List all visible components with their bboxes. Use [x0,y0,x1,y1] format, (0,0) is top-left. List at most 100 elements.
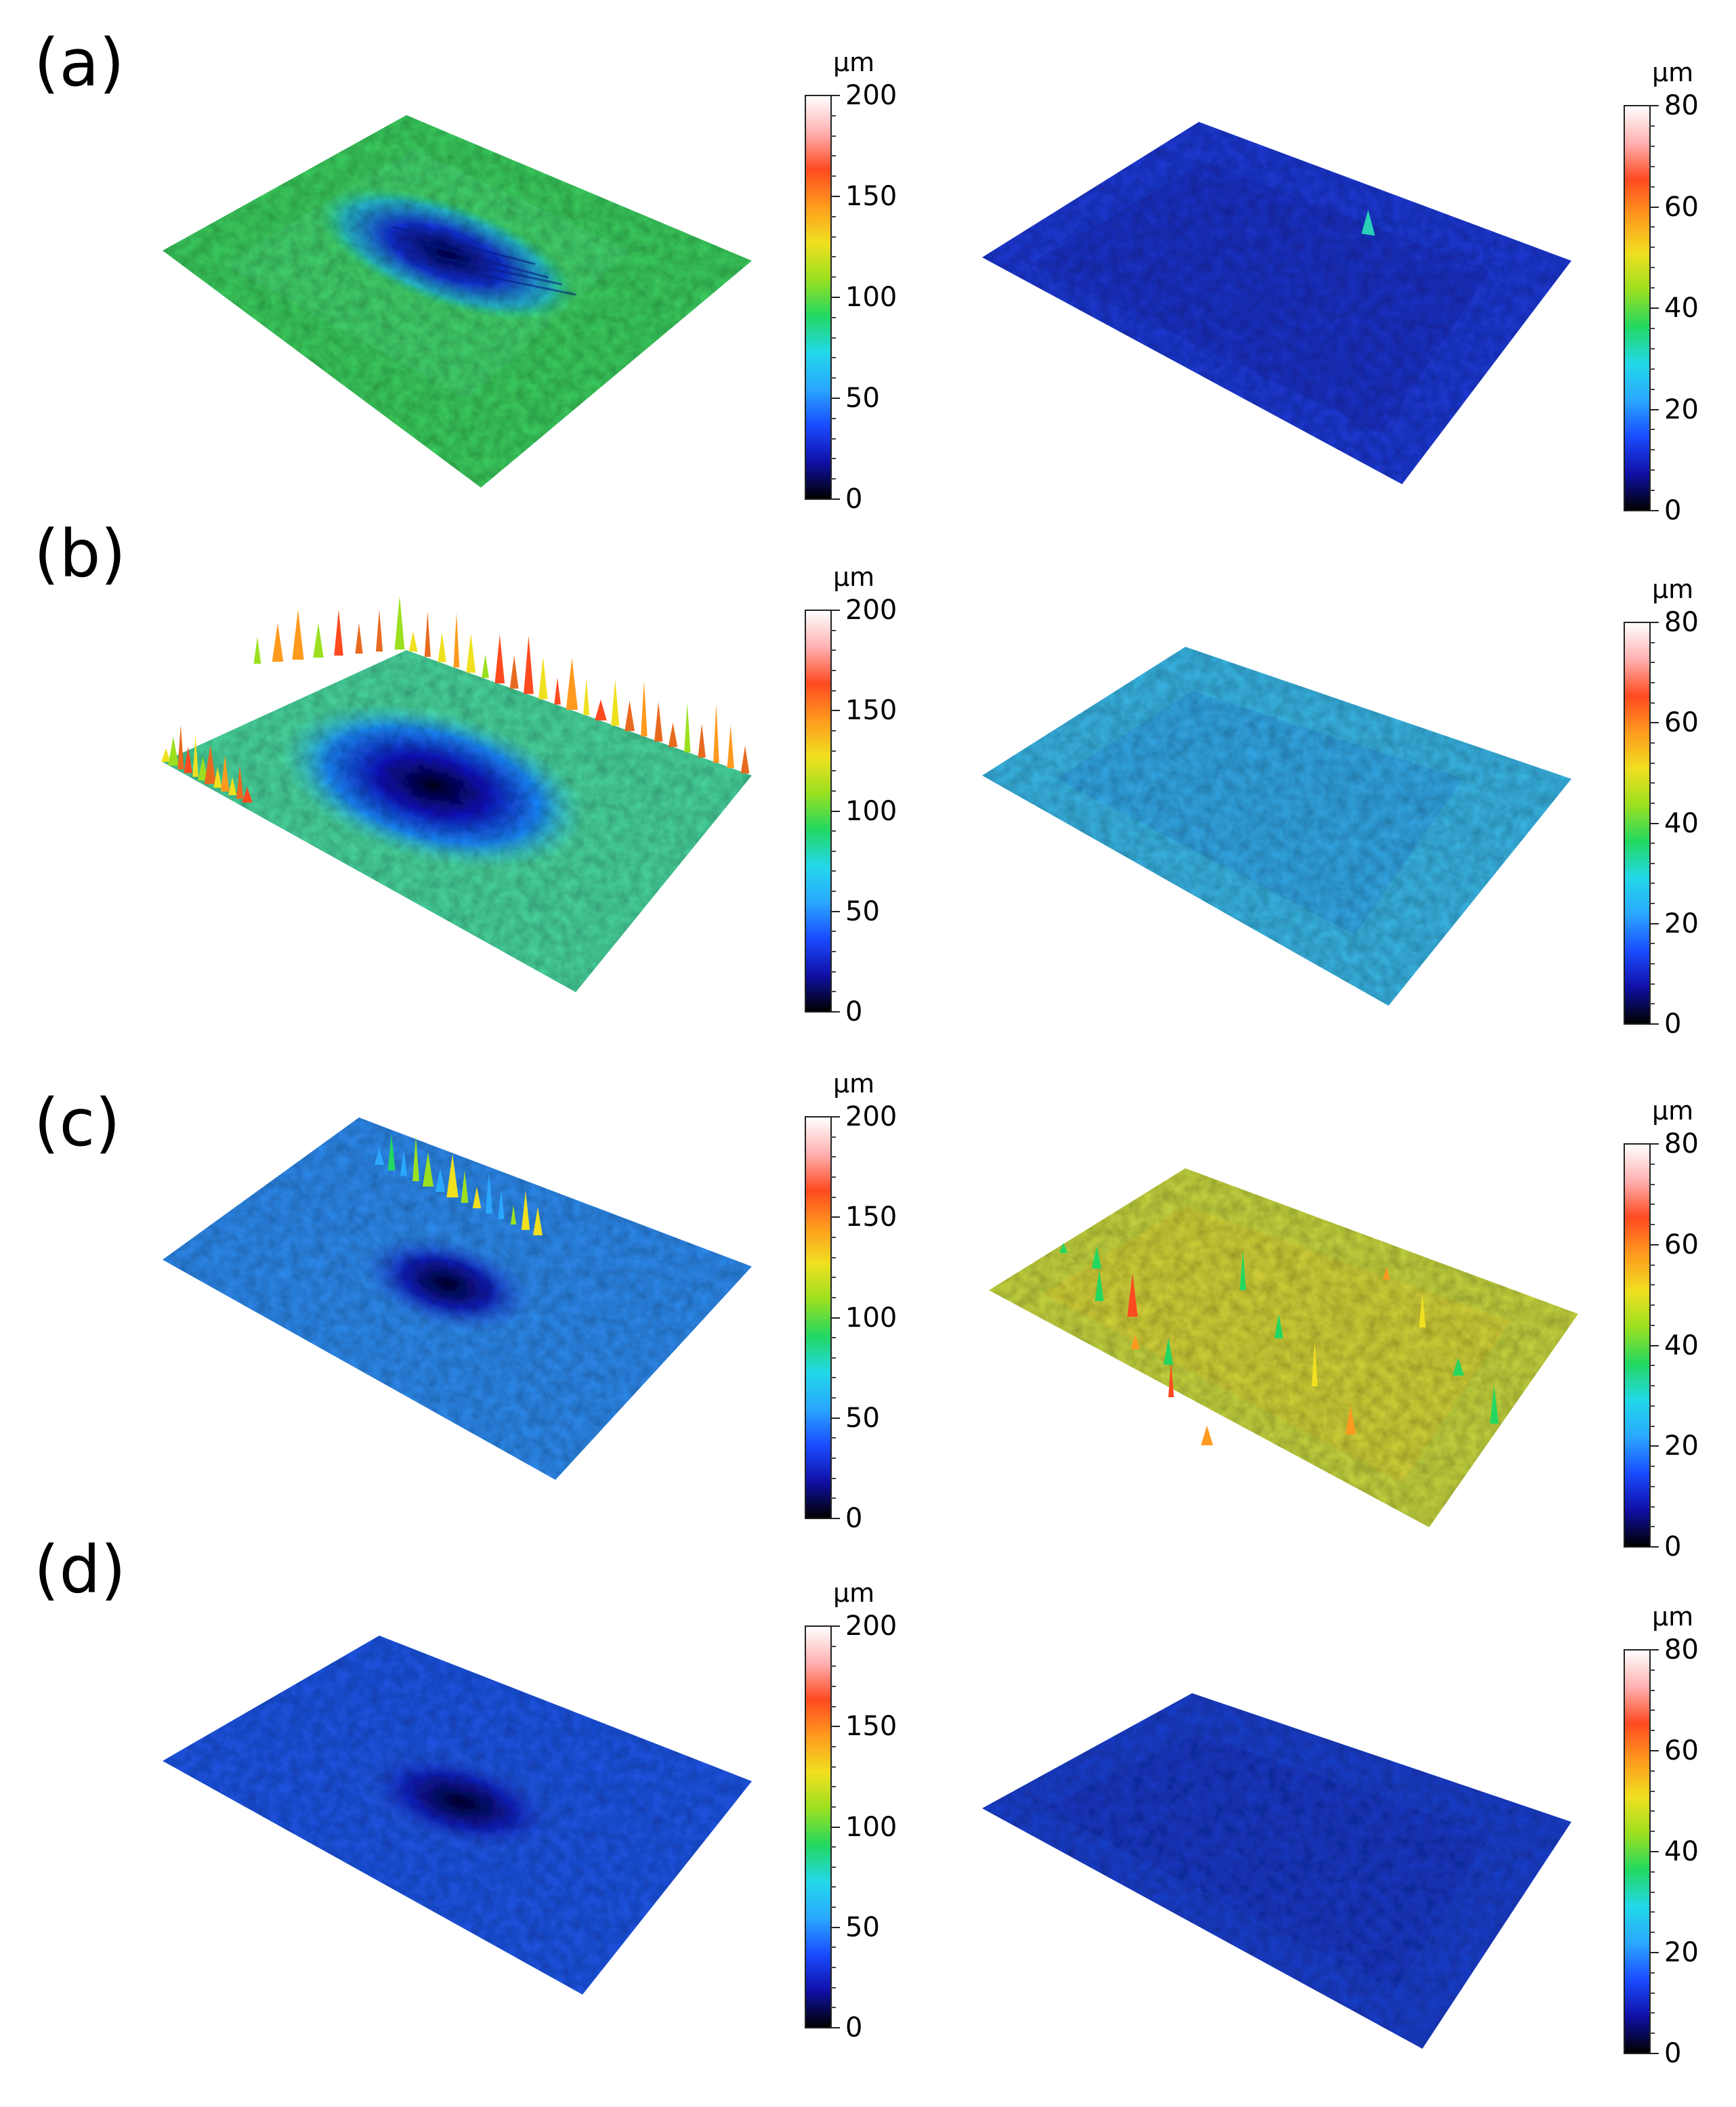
colorbar-tick-label: 50 [845,383,880,414]
colorbar-minor-tick [830,870,836,872]
colorbar-unit: μm [833,562,875,592]
colorbar-minor-tick [1649,903,1655,905]
colorbar-minor-tick [830,1745,836,1747]
colorbar-minor-tick [830,770,836,772]
surface-spike [494,634,505,683]
colorbar-tick-label: 0 [845,2012,863,2043]
colorbar-minor-tick [1649,165,1655,167]
colorbar-minor-tick [1649,1911,1655,1913]
surface-spike [1091,1246,1102,1269]
colorbar-minor-tick [1649,1183,1655,1185]
colorbar-gradient [1624,1143,1651,1548]
surface-spike [654,702,663,742]
colorbar-gradient [1624,622,1651,1025]
colorbar-tick-label: 80 [1664,90,1699,121]
surface-spike [611,679,620,726]
colorbar-major-tick [830,910,840,912]
colorbar-minor-tick [1649,1526,1655,1528]
surface-spike [1345,1405,1356,1434]
colorbar-major-tick [830,1011,840,1013]
colorbar-minor-tick [1649,1425,1655,1427]
colorbar-minor-tick [1649,1385,1655,1386]
colorbar-minor-tick [1649,327,1655,329]
colorbar-minor-tick [1649,186,1655,188]
colorbar-minor-tick [830,478,836,480]
colorbar-minor-tick [830,438,836,440]
colorbar-minor-tick [830,256,836,258]
surface-spike [1418,1294,1426,1327]
surface-spike [595,699,607,721]
colorbar-minor-tick [830,1665,836,1667]
surface-spike [435,1168,446,1192]
colorbar-minor-tick [830,377,836,379]
surface-spike [168,736,179,766]
surface-spike [498,1189,505,1219]
colorbar-tick-label: 100 [845,282,897,313]
colorbar-major-tick [830,1926,840,1928]
colorbar-minor-tick [830,1846,836,1848]
colorbar-minor-tick [1649,702,1655,704]
colorbar-tick-label: 0 [1664,1008,1682,1040]
surface-spike [1240,1250,1246,1290]
colorbar-b-left: μm 200 150 100 50 0 [805,562,913,1025]
colorbar-major-tick [1649,622,1659,623]
colorbar-minor-tick [1649,1730,1655,1732]
colorbar-minor-tick [1649,762,1655,764]
colorbar-major-tick [1649,206,1659,208]
colorbar-minor-tick [830,951,836,953]
colorbar-minor-tick [830,1477,836,1479]
colorbar-major-tick [830,498,840,500]
colorbar-major-tick [830,297,840,298]
colorbar-minor-tick [830,1786,836,1788]
colorbar-minor-tick [1649,1831,1655,1833]
colorbar-minor-tick [830,1986,836,1988]
surface-spike [313,623,324,658]
colorbar-tick-label: 0 [1664,495,1682,526]
surface-plot-c-right [989,1168,1578,1527]
colorbar-tick-label: 60 [1664,707,1699,739]
colorbar-tick-label: 40 [1664,807,1699,839]
colorbar-minor-tick [1649,469,1655,471]
colorbar-minor-tick [1649,1992,1655,1994]
colorbar-major-tick [1649,510,1659,511]
surface-spike [408,631,418,652]
colorbar-minor-tick [830,750,836,752]
colorbar-tick-label: 40 [1664,1329,1699,1361]
colorbar-minor-tick [830,1357,836,1359]
surface-spike [1201,1426,1213,1445]
colorbar-major-tick [1649,1344,1659,1346]
colorbar-minor-tick [1649,1709,1655,1711]
colorbar-d-left: μm 200 150 100 50 0 [805,1578,913,2041]
colorbar-minor-tick [830,175,836,177]
colorbar-minor-tick [1649,1790,1655,1792]
surface-spike [524,635,534,694]
colorbar-minor-tick [830,2007,836,2009]
colorbar-major-tick [830,1518,840,1519]
surface-plot-d-right [982,1693,1571,2049]
colorbar-major-tick [1649,1952,1659,1953]
colorbar-minor-tick [830,114,836,116]
colorbar-minor-tick [830,1946,836,1949]
colorbar-minor-tick [830,1705,836,1707]
colorbar-tick-label: 0 [845,484,863,515]
colorbar-major-tick [1649,1023,1659,1025]
colorbar-tick-label: 100 [845,1302,897,1334]
colorbar-minor-tick [830,1377,836,1379]
colorbar-minor-tick [830,276,836,278]
surface-spike [698,723,706,758]
colorbar-a-left: μm 200 150 100 50 0 [805,47,913,513]
colorbar-unit: μm [1652,1602,1694,1632]
colorbar-major-tick [1649,1750,1659,1751]
colorbar-minor-tick [1649,2012,1655,2014]
colorbar-minor-tick [1649,1304,1655,1306]
panel-label-d: (d) [34,1532,126,1608]
colorbar-minor-tick [1649,368,1655,370]
colorbar-tick-label: 0 [1664,2038,1682,2069]
colorbar-major-tick [1649,105,1659,106]
colorbar-tick-label: 60 [1664,1735,1699,1766]
colorbar-c-right: μm 80 60 40 20 0 [1624,1096,1732,1560]
surface-spike [272,623,284,662]
colorbar-minor-tick [1649,641,1655,643]
colorbar-major-tick [1649,822,1659,824]
colorbar-unit: μm [1652,574,1694,604]
